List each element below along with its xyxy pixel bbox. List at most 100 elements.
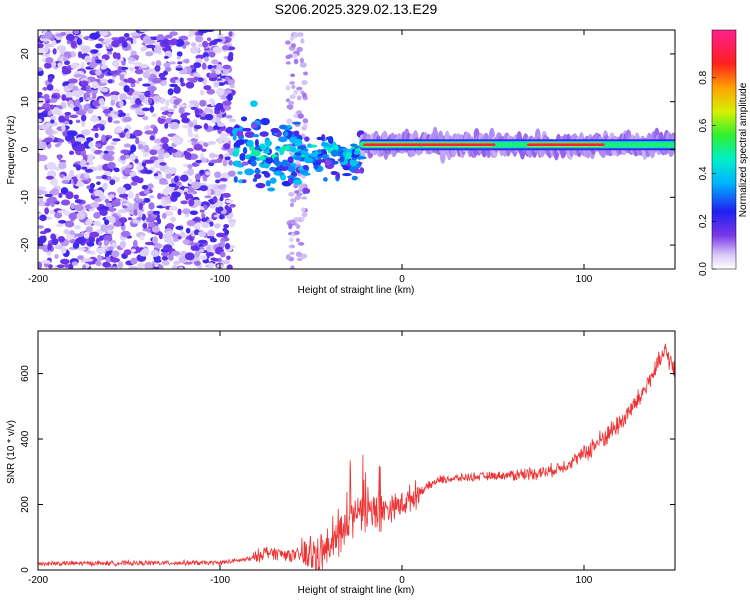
- spectrogram-noise-blob: [170, 216, 176, 223]
- spectrogram-noise-blob: [111, 266, 119, 269]
- spectrogram-noise-blob: [164, 200, 171, 205]
- spectrogram-onset-blob: [287, 175, 296, 179]
- spectrogram-noise-blob: [97, 241, 103, 247]
- spectrogram-noise-blob: [222, 100, 232, 106]
- spectrogram-sparse-blob: [289, 81, 296, 85]
- spectrogram-noise-blob: [121, 60, 126, 66]
- spectrogram-noise-blob: [93, 211, 101, 219]
- spectrogram-noise-blob: [92, 49, 99, 53]
- spectrogram-noise-blob: [162, 142, 169, 150]
- spectrogram-noise-blob: [38, 112, 47, 117]
- spectrogram-sparse-blob: [299, 57, 304, 64]
- spectrogram-noise-blob: [161, 212, 167, 219]
- spectrogram-noise-blob: [93, 198, 102, 203]
- spectrogram-noise-blob: [173, 260, 181, 265]
- spectrogram-noise-blob: [49, 209, 55, 215]
- spectrogram-onset-blob: [349, 158, 358, 167]
- spectrogram-noise-blob: [83, 231, 91, 239]
- spectrogram-noise-blob: [148, 222, 155, 228]
- spectrogram-sparse-blob: [288, 100, 295, 106]
- spectrogram-noise-blob: [144, 262, 153, 269]
- spectrogram-noise-blob: [44, 193, 53, 198]
- spectrogram-noise-blob: [152, 210, 161, 215]
- spectrogram-noise-blob: [194, 108, 200, 116]
- spectrogram-noise-blob: [215, 87, 225, 96]
- spectrogram-noise-blob: [74, 99, 81, 107]
- spectrogram-noise-blob: [117, 65, 122, 74]
- spectrogram-noise-blob: [104, 198, 110, 204]
- colorbar-tick-label: 0.4: [698, 166, 709, 180]
- spectrogram-noise-blob: [149, 87, 155, 96]
- spectrogram-noise-blob: [201, 212, 206, 219]
- spectrogram-noise-blob: [44, 202, 51, 207]
- spectrogram-onset-blob: [293, 154, 302, 161]
- spectrogram-noise-blob: [96, 181, 101, 186]
- spectrogram-noise-blob: [54, 244, 64, 250]
- spectrogram-noise-blob: [95, 59, 103, 64]
- spectrogram-noise-blob: [103, 239, 110, 246]
- spectrogram-noise-blob: [134, 158, 139, 164]
- spectrogram-noise-blob: [178, 106, 184, 114]
- spectrogram-noise-blob: [136, 165, 144, 171]
- spectrogram-onset-blob: [345, 152, 352, 157]
- spectrogram-noise-blob: [182, 239, 191, 245]
- spectrogram-noise-blob: [126, 164, 133, 169]
- spectrogram-noise-blob: [70, 62, 79, 69]
- spectrogram-noise-blob: [38, 154, 48, 162]
- spectrogram-noise-blob: [119, 93, 128, 101]
- spectrogram-noise-blob: [38, 225, 44, 229]
- spectrogram-noise-blob: [63, 120, 70, 125]
- spectrogram-noise-blob: [173, 99, 180, 106]
- spectrogram-noise-blob: [65, 191, 74, 200]
- spectrogram-noise-blob: [112, 138, 121, 142]
- spectrogram-noise-blob: [130, 98, 135, 106]
- spectrogram-noise-blob: [214, 200, 224, 208]
- spectrogram-sparse-blob: [285, 61, 291, 65]
- spectrogram-noise-blob: [101, 106, 109, 110]
- spectrogram-x-tick-label: 0: [399, 274, 405, 285]
- spectrogram-noise-blob: [38, 43, 44, 49]
- spectrogram-noise-blob: [153, 266, 160, 269]
- spectrogram-noise-blob: [102, 261, 111, 268]
- spectrogram-onset-blob: [281, 146, 291, 150]
- spectrogram-noise-blob: [222, 64, 232, 70]
- spectrogram-onset-blob: [278, 124, 288, 130]
- spectrogram-sparse-blob: [296, 257, 303, 262]
- spectrogram-onset-blob: [279, 147, 285, 156]
- spectrogram-noise-blob: [181, 125, 191, 129]
- spectrogram-noise-blob: [129, 78, 136, 84]
- spectrogram-noise-blob: [223, 223, 230, 229]
- spectrogram-onset-blob: [283, 131, 289, 137]
- spectrogram-noise-blob: [151, 77, 162, 84]
- spectrogram-onset-blob: [253, 173, 262, 179]
- spectrogram-noise-blob: [166, 223, 175, 229]
- spectrogram-noise-blob: [135, 137, 140, 145]
- spectrogram-noise-blob: [108, 194, 115, 199]
- spectrogram-onset-blob: [237, 171, 243, 175]
- spectrogram-sparse-blob: [293, 89, 299, 96]
- spectrogram-noise-blob: [133, 208, 139, 216]
- spectrogram-noise-blob: [38, 118, 42, 123]
- spectrogram-noise-blob: [193, 76, 199, 81]
- spectrogram-noise-blob: [51, 88, 61, 93]
- spectrogram-noise-blob: [200, 255, 208, 261]
- spectrogram-noise-blob: [38, 91, 43, 97]
- spectrogram-noise-blob: [50, 119, 55, 124]
- spectrogram-sparse-blob: [297, 241, 305, 246]
- spectrogram-noise-blob: [193, 125, 203, 130]
- spectrogram-noise-blob: [109, 216, 116, 224]
- spectrogram-onset-blob: [323, 177, 328, 182]
- spectrogram-noise-blob: [176, 51, 183, 57]
- spectrogram-noise-blob: [45, 122, 55, 127]
- spectrogram-noise-blob: [95, 260, 101, 266]
- spectrogram-sparse-blob: [289, 251, 295, 255]
- spectrogram-noise-blob: [69, 238, 76, 244]
- spectrogram-noise-blob: [188, 178, 193, 185]
- spectrogram-noise-blob: [159, 76, 167, 81]
- spectrogram-noise-blob: [189, 121, 194, 128]
- spectrogram-noise-blob: [74, 199, 83, 204]
- spectrogram-noise-blob: [190, 242, 196, 247]
- spectrogram-sparse-blob: [293, 230, 300, 236]
